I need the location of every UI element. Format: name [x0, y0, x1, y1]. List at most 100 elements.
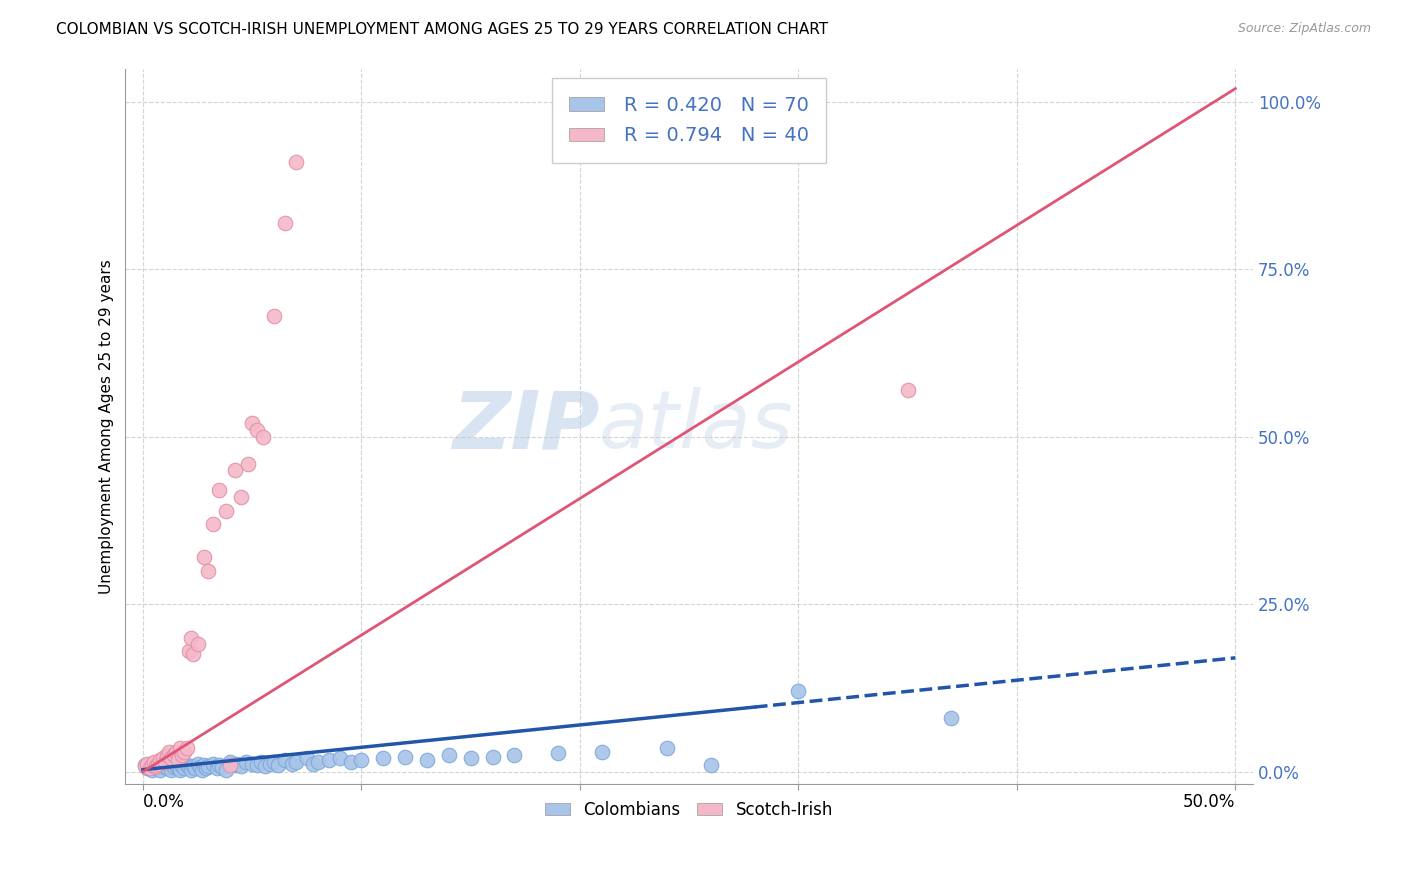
Point [254, 759, 277, 773]
Point [188, 760, 211, 774]
Point [274, 753, 297, 767]
Point [219, 758, 242, 772]
Point [191, 763, 214, 777]
Point [547, 746, 569, 760]
Point [267, 758, 290, 772]
Point [263, 310, 285, 324]
Point [219, 755, 242, 769]
Point [460, 751, 482, 765]
Point [215, 503, 238, 517]
Point [280, 756, 302, 771]
Point [897, 383, 920, 397]
Point [145, 759, 167, 773]
Point [181, 759, 204, 773]
Point [236, 457, 259, 471]
Point [136, 756, 159, 771]
Point [787, 684, 810, 698]
Point [169, 741, 191, 756]
Point [259, 756, 281, 771]
Point [141, 763, 163, 777]
Point [172, 759, 194, 773]
Point [481, 750, 503, 764]
Point [180, 763, 202, 777]
Text: 50.0%: 50.0% [1182, 793, 1236, 811]
Point [184, 761, 207, 775]
Point [295, 751, 318, 765]
Point [263, 755, 285, 769]
Point [284, 755, 307, 769]
Point [201, 516, 224, 531]
Point [149, 753, 172, 767]
Point [187, 756, 209, 771]
Point [173, 761, 195, 775]
Point [160, 751, 183, 765]
Point [437, 747, 460, 762]
Point [157, 756, 180, 771]
Point [284, 155, 307, 169]
Point [177, 760, 200, 774]
Point [134, 758, 156, 772]
Point [149, 763, 172, 777]
Point [169, 763, 191, 777]
Point [193, 758, 215, 772]
Point [145, 761, 167, 775]
Point [235, 755, 257, 769]
Point [136, 761, 159, 775]
Point [172, 747, 194, 762]
Point [165, 758, 187, 772]
Point [176, 758, 198, 772]
Point [329, 751, 352, 765]
Point [503, 747, 526, 762]
Point [201, 756, 224, 771]
Point [138, 761, 160, 775]
Point [134, 759, 156, 773]
Point [240, 756, 263, 771]
Point [187, 637, 209, 651]
Point [148, 756, 170, 771]
Point [152, 751, 174, 765]
Point [173, 745, 195, 759]
Text: Source: ZipAtlas.com: Source: ZipAtlas.com [1237, 22, 1371, 36]
Point [224, 463, 246, 477]
Text: atlas: atlas [599, 387, 794, 465]
Point [231, 490, 253, 504]
Point [197, 759, 219, 773]
Point [245, 423, 267, 437]
Point [162, 747, 184, 762]
Point [318, 753, 340, 767]
Point [250, 755, 273, 769]
Point [224, 758, 246, 772]
Point [208, 483, 231, 498]
Point [162, 760, 184, 774]
Point [142, 756, 165, 771]
Point [339, 755, 361, 769]
Point [193, 550, 215, 565]
Text: ZIP: ZIP [451, 387, 599, 465]
Point [225, 756, 247, 771]
Point [177, 644, 200, 658]
Point [274, 215, 297, 229]
Point [240, 417, 263, 431]
Point [153, 755, 176, 769]
Point [307, 755, 329, 769]
Point [157, 745, 180, 759]
Point [181, 648, 204, 662]
Point [142, 755, 165, 769]
Point [245, 758, 267, 772]
Text: COLOMBIAN VS SCOTCH-IRISH UNEMPLOYMENT AMONG AGES 25 TO 29 YEARS CORRELATION CHA: COLOMBIAN VS SCOTCH-IRISH UNEMPLOYMENT A… [56, 22, 828, 37]
Point [197, 564, 219, 578]
Point [141, 758, 163, 772]
Point [302, 756, 325, 771]
Point [350, 753, 373, 767]
Point [167, 753, 190, 767]
Point [156, 761, 179, 775]
Point [180, 631, 202, 645]
Point [152, 758, 174, 772]
Point [160, 763, 183, 777]
Point [148, 759, 170, 773]
Point [394, 750, 416, 764]
Point [941, 711, 963, 725]
Point [208, 758, 231, 772]
Point [138, 759, 160, 773]
Point [207, 761, 229, 775]
